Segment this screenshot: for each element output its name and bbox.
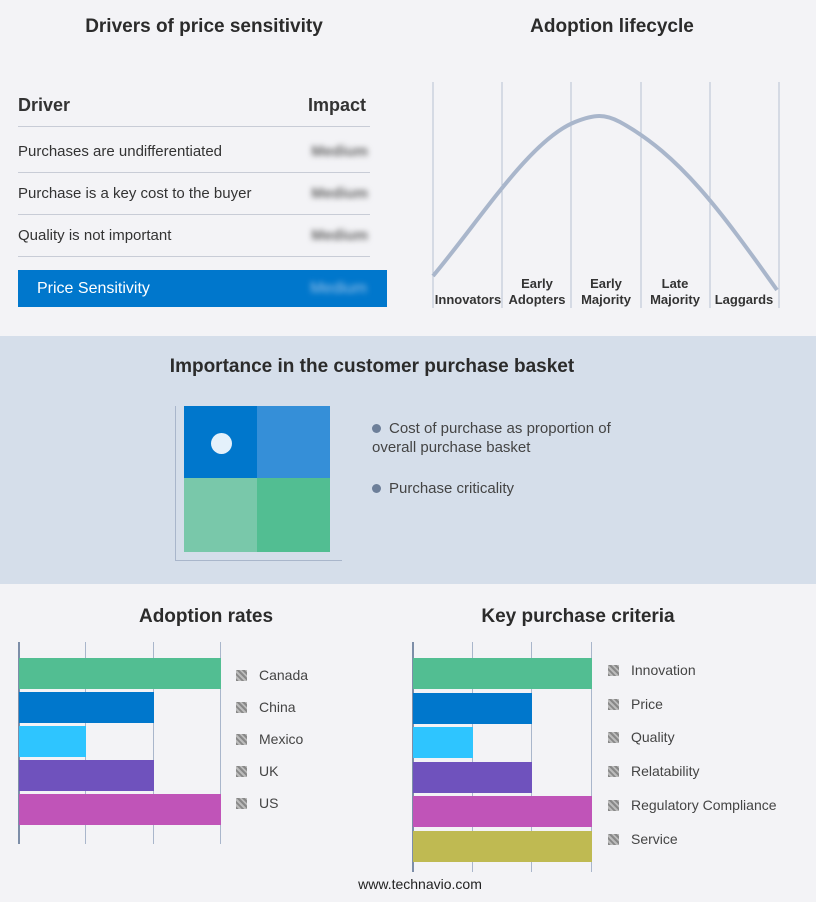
legend-swatch-icon [608, 799, 619, 811]
stage-label: Early [590, 276, 623, 291]
legend-item: Canada [236, 667, 308, 683]
quadrant-high-cost-high-crit [257, 406, 330, 478]
quadrant-low-cost-high-crit [257, 478, 330, 552]
driver-row: Quality is not important Medium [18, 214, 370, 257]
impact-value: Medium [311, 143, 368, 160]
stage-label: Early [521, 276, 554, 291]
driver-column-header: Driver [18, 95, 71, 115]
bar-mexico [19, 726, 87, 757]
legend-item: Price [608, 696, 663, 712]
bar-relatability [413, 761, 533, 793]
basket-legend-cost: Cost of purchase as proportion of overal… [372, 420, 611, 456]
drivers-title: Drivers of price sensitivity [85, 16, 323, 37]
legend-item: Innovation [608, 662, 696, 678]
lifecycle-title: Adoption lifecycle [530, 16, 694, 37]
gridline [591, 642, 592, 872]
stage-label: Adopters [508, 292, 565, 307]
impact-value: Medium [311, 185, 368, 202]
legend-item: Quality [608, 729, 675, 745]
stage-label: Majority [581, 292, 632, 307]
bar-canada [19, 658, 221, 689]
gridline [531, 642, 533, 872]
basket-matrix [175, 406, 342, 561]
legend-swatch-icon [608, 833, 619, 845]
kpc-title: Key purchase criteria [481, 606, 675, 627]
bar-price [413, 692, 533, 724]
basket-legend-criticality: Purchase criticality [372, 480, 514, 497]
bar-china [19, 692, 154, 723]
summary-impact: Medium [310, 280, 367, 297]
legend-item: Relatability [608, 763, 699, 779]
drivers-header: Driver Impact [18, 84, 370, 127]
stage-label: Laggards [715, 292, 774, 307]
legend-item: Regulatory Compliance [608, 797, 777, 813]
legend-swatch-icon [236, 670, 247, 681]
bar-uk [19, 760, 154, 791]
gridline [220, 642, 221, 844]
legend-item: China [236, 699, 296, 715]
legend-swatch-icon [236, 766, 247, 777]
summary-label: Price Sensitivity [37, 280, 150, 297]
stage-label: Innovators [435, 292, 501, 307]
bar-quality [413, 727, 473, 758]
legend-item: Service [608, 831, 678, 847]
driver-label: Purchases are undifferentiated [18, 143, 223, 160]
bar-service [413, 830, 592, 862]
adoption-rates-title: Adoption rates [138, 606, 274, 627]
driver-row: Purchase is a key cost to the buyer Mediu… [18, 172, 370, 215]
driver-row: Purchases are undifferentiated Medium [18, 130, 370, 173]
legend-swatch-icon [608, 698, 619, 710]
footer-url[interactable]: www.technavio.com [358, 876, 482, 892]
lifecycle-chart: InnovatorsEarlyAdoptersEarlyMajorityLate… [431, 82, 780, 308]
basket-title: Importance in the customer purchase bask… [169, 356, 575, 377]
stage-label: Late [662, 276, 689, 291]
legend-swatch-icon [608, 732, 619, 744]
legend-swatch-icon [608, 665, 619, 676]
driver-label: Purchase is a key cost to the buyer [18, 185, 252, 202]
gridline [152, 642, 154, 844]
position-marker [211, 433, 232, 454]
legend-swatch-icon [608, 766, 619, 778]
legend-swatch-icon [236, 798, 247, 809]
legend-item: Mexico [236, 731, 303, 747]
impact-value: Medium [311, 227, 368, 244]
driver-label: Quality is not important [18, 227, 172, 244]
bar-regulatory-compliance [413, 796, 592, 827]
bar-us [19, 794, 221, 825]
legend-item: UK [236, 763, 278, 779]
bar-innovation [413, 658, 592, 689]
stage-label: Majority [650, 292, 701, 307]
basket-section [0, 336, 816, 584]
legend-swatch-icon [236, 734, 247, 745]
impact-column-header: Impact [307, 95, 366, 115]
legend-swatch-icon [236, 702, 247, 713]
legend-item: US [236, 795, 278, 811]
adoption-curve [431, 114, 779, 292]
quadrant-low-cost-low-crit [184, 478, 257, 552]
price-sensitivity-summary: Price Sensitivity Medium [18, 270, 387, 307]
